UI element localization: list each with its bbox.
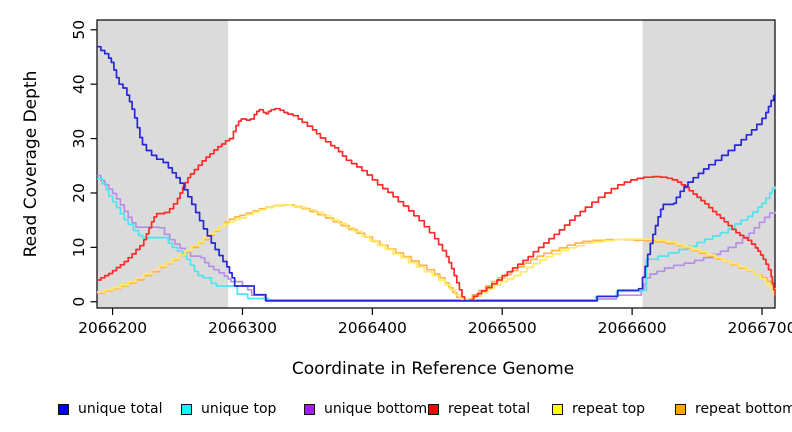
- legend-item-unique-bottom: unique bottom: [304, 399, 427, 419]
- x-axis-title: Coordinate in Reference Genome: [291, 359, 575, 379]
- y-tick-label: 40: [70, 74, 88, 94]
- legend-item-unique-total: unique total: [58, 399, 162, 419]
- repeat-total-swatch-icon: [428, 403, 439, 415]
- legend-label: repeat total: [448, 401, 531, 417]
- y-axis-title: Read Coverage Depth: [21, 70, 41, 258]
- repeat-top-swatch-icon: [552, 403, 563, 415]
- legend-label: repeat bottom: [695, 401, 792, 417]
- x-tick-label: 2066700: [727, 319, 792, 337]
- legend-item-repeat-top: repeat top: [552, 399, 645, 419]
- y-tick-label: 30: [70, 129, 88, 149]
- x-tick-label: 2066200: [78, 319, 147, 337]
- y-tick-label: 0: [70, 297, 88, 307]
- legend-item-repeat-total: repeat total: [428, 399, 530, 419]
- legend-label: unique total: [78, 401, 163, 417]
- series-line-repeat-top: [97, 204, 776, 301]
- plot-border: [96, 19, 776, 309]
- legend-item-unique-top: unique top: [181, 399, 276, 419]
- series-line-unique-top: [97, 177, 776, 302]
- legend-item-repeat-bottom: repeat bottom: [675, 399, 792, 419]
- legend: unique total unique top unique bottom re…: [0, 399, 792, 423]
- legend-label: unique top: [201, 401, 277, 417]
- series-line-repeat-total: [97, 107, 776, 302]
- series-line-unique-total: [97, 45, 776, 302]
- unique-total-swatch-icon: [58, 403, 69, 415]
- left-repeat-region-band: [97, 20, 229, 308]
- series-line-repeat-bottom: [97, 204, 776, 301]
- coverage-plot-canvas: 2066200 2066300 2066400 2066500 2066600 20667…: [70, 19, 792, 337]
- x-tick-label: 2066500: [468, 319, 537, 337]
- legend-label: repeat top: [572, 401, 646, 417]
- unique-top-swatch-icon: [181, 403, 192, 415]
- y-tick-label: 20: [70, 183, 88, 203]
- x-tick-label: 2066300: [208, 319, 277, 337]
- legend-label: unique bottom: [324, 401, 428, 417]
- repeat-bottom-swatch-icon: [675, 403, 686, 415]
- unique-bottom-swatch-icon: [304, 403, 315, 415]
- x-tick-label: 2066600: [598, 319, 667, 337]
- x-tick-label: 2066400: [338, 319, 407, 337]
- y-tick-label: 10: [70, 237, 88, 257]
- y-tick-label: 50: [70, 20, 88, 40]
